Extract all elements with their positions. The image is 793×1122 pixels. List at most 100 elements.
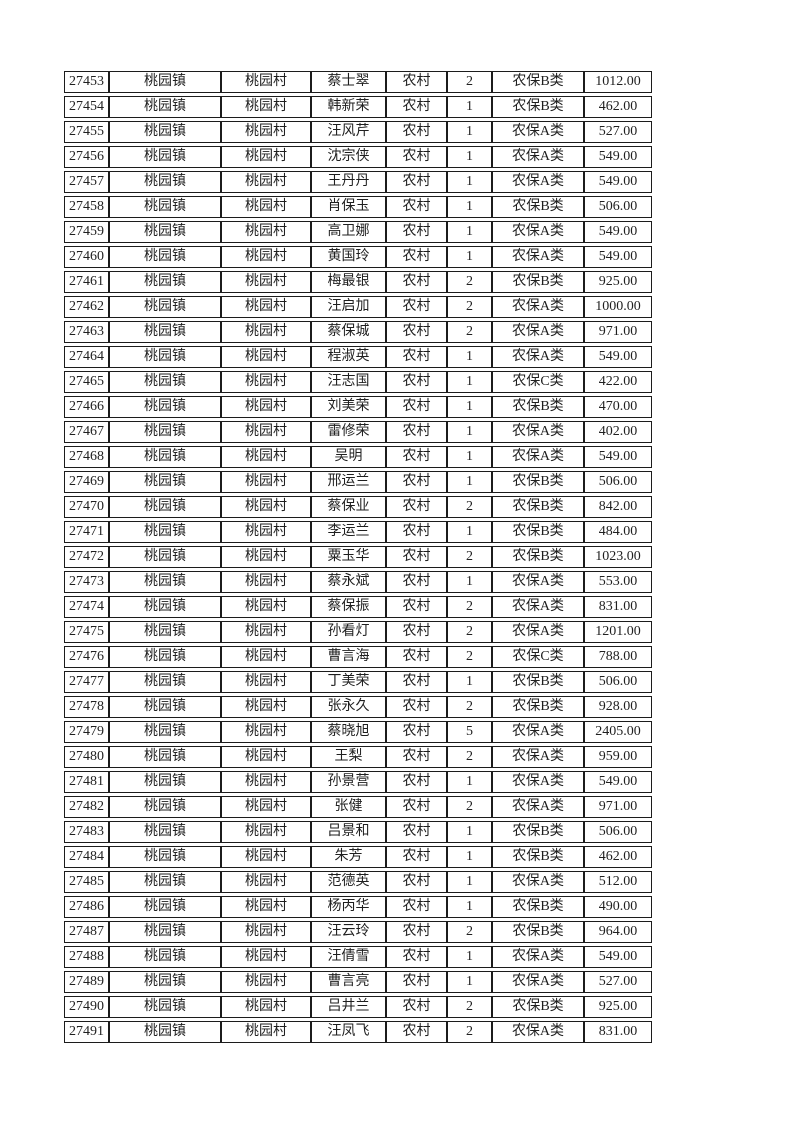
cell-village: 桃园村 <box>221 771 311 793</box>
cell-record-id: 27472 <box>64 546 109 568</box>
cell-record-id: 27480 <box>64 746 109 768</box>
cell-amount: 964.00 <box>584 921 652 943</box>
cell-record-id: 27470 <box>64 496 109 518</box>
cell-insurance-type: 农保B类 <box>492 496 584 518</box>
table-row: 27472 桃园镇 桃园村 粟玉华 农村 2 农保B类 1023.00 <box>64 546 652 568</box>
cell-amount: 549.00 <box>584 771 652 793</box>
cell-town: 桃园镇 <box>109 346 221 368</box>
cell-name: 沈宗侠 <box>311 146 386 168</box>
cell-record-id: 27485 <box>64 871 109 893</box>
cell-person-count: 2 <box>447 621 492 643</box>
table-row: 27475 桃园镇 桃园村 孙看灯 农村 2 农保A类 1201.00 <box>64 621 652 643</box>
cell-village: 桃园村 <box>221 496 311 518</box>
cell-insurance-type: 农保A类 <box>492 946 584 968</box>
cell-village: 桃园村 <box>221 996 311 1018</box>
cell-amount: 925.00 <box>584 271 652 293</box>
cell-town: 桃园镇 <box>109 796 221 818</box>
cell-insurance-type: 农保A类 <box>492 871 584 893</box>
cell-category: 农村 <box>386 971 447 993</box>
cell-village: 桃园村 <box>221 196 311 218</box>
cell-insurance-type: 农保A类 <box>492 771 584 793</box>
cell-person-count: 1 <box>447 121 492 143</box>
cell-name: 韩新荣 <box>311 96 386 118</box>
cell-record-id: 27456 <box>64 146 109 168</box>
cell-category: 农村 <box>386 471 447 493</box>
cell-person-count: 2 <box>447 596 492 618</box>
cell-village: 桃园村 <box>221 246 311 268</box>
cell-amount: 506.00 <box>584 671 652 693</box>
cell-name: 肖保玉 <box>311 196 386 218</box>
table-row: 27459 桃园镇 桃园村 高卫娜 农村 1 农保A类 549.00 <box>64 221 652 243</box>
cell-village: 桃园村 <box>221 271 311 293</box>
cell-category: 农村 <box>386 646 447 668</box>
cell-name: 雷修荣 <box>311 421 386 443</box>
cell-insurance-type: 农保B类 <box>492 96 584 118</box>
table-row: 27471 桃园镇 桃园村 李运兰 农村 1 农保B类 484.00 <box>64 521 652 543</box>
cell-record-id: 27466 <box>64 396 109 418</box>
table-row: 27463 桃园镇 桃园村 蔡保城 农村 2 农保A类 971.00 <box>64 321 652 343</box>
table-row: 27469 桃园镇 桃园村 邢运兰 农村 1 农保B类 506.00 <box>64 471 652 493</box>
cell-category: 农村 <box>386 1021 447 1043</box>
cell-insurance-type: 农保C类 <box>492 646 584 668</box>
table-row: 27474 桃园镇 桃园村 蔡保振 农村 2 农保A类 831.00 <box>64 596 652 618</box>
cell-person-count: 1 <box>447 946 492 968</box>
table-row: 27476 桃园镇 桃园村 曹言海 农村 2 农保C类 788.00 <box>64 646 652 668</box>
cell-insurance-type: 农保A类 <box>492 121 584 143</box>
table-row: 27473 桃园镇 桃园村 蔡永斌 农村 1 农保A类 553.00 <box>64 571 652 593</box>
cell-category: 农村 <box>386 621 447 643</box>
cell-record-id: 27478 <box>64 696 109 718</box>
cell-village: 桃园村 <box>221 146 311 168</box>
cell-amount: 1000.00 <box>584 296 652 318</box>
cell-record-id: 27460 <box>64 246 109 268</box>
cell-amount: 1201.00 <box>584 621 652 643</box>
table-row: 27453 桃园镇 桃园村 蔡士翠 农村 2 农保B类 1012.00 <box>64 71 652 93</box>
cell-category: 农村 <box>386 546 447 568</box>
cell-village: 桃园村 <box>221 96 311 118</box>
cell-name: 吴明 <box>311 446 386 468</box>
cell-record-id: 27473 <box>64 571 109 593</box>
cell-village: 桃园村 <box>221 846 311 868</box>
cell-town: 桃园镇 <box>109 846 221 868</box>
cell-town: 桃园镇 <box>109 596 221 618</box>
cell-name: 刘美荣 <box>311 396 386 418</box>
cell-person-count: 2 <box>447 1021 492 1043</box>
cell-insurance-type: 农保B类 <box>492 271 584 293</box>
cell-name: 程淑英 <box>311 346 386 368</box>
cell-insurance-type: 农保A类 <box>492 571 584 593</box>
cell-person-count: 1 <box>447 171 492 193</box>
cell-insurance-type: 农保B类 <box>492 846 584 868</box>
cell-person-count: 1 <box>447 221 492 243</box>
cell-category: 农村 <box>386 371 447 393</box>
cell-name: 张健 <box>311 796 386 818</box>
cell-person-count: 2 <box>447 496 492 518</box>
cell-town: 桃园镇 <box>109 996 221 1018</box>
cell-village: 桃园村 <box>221 671 311 693</box>
cell-amount: 470.00 <box>584 396 652 418</box>
cell-town: 桃园镇 <box>109 621 221 643</box>
cell-category: 农村 <box>386 996 447 1018</box>
table-row: 27454 桃园镇 桃园村 韩新荣 农村 1 农保B类 462.00 <box>64 96 652 118</box>
cell-person-count: 1 <box>447 896 492 918</box>
cell-record-id: 27463 <box>64 321 109 343</box>
cell-village: 桃园村 <box>221 896 311 918</box>
table-row: 27481 桃园镇 桃园村 孙景营 农村 1 农保A类 549.00 <box>64 771 652 793</box>
table-row: 27488 桃园镇 桃园村 汪倩雪 农村 1 农保A类 549.00 <box>64 946 652 968</box>
cell-record-id: 27483 <box>64 821 109 843</box>
table-row: 27456 桃园镇 桃园村 沈宗侠 农村 1 农保A类 549.00 <box>64 146 652 168</box>
cell-name: 汪启加 <box>311 296 386 318</box>
cell-amount: 462.00 <box>584 96 652 118</box>
cell-insurance-type: 农保A类 <box>492 346 584 368</box>
cell-record-id: 27464 <box>64 346 109 368</box>
cell-amount: 928.00 <box>584 696 652 718</box>
cell-village: 桃园村 <box>221 396 311 418</box>
cell-village: 桃园村 <box>221 1021 311 1043</box>
cell-name: 蔡保城 <box>311 321 386 343</box>
table-row: 27461 桃园镇 桃园村 梅最银 农村 2 农保B类 925.00 <box>64 271 652 293</box>
cell-category: 农村 <box>386 296 447 318</box>
cell-insurance-type: 农保A类 <box>492 621 584 643</box>
cell-record-id: 27454 <box>64 96 109 118</box>
cell-record-id: 27491 <box>64 1021 109 1043</box>
cell-insurance-type: 农保B类 <box>492 396 584 418</box>
benefits-table: 27453 桃园镇 桃园村 蔡士翠 农村 2 农保B类 1012.00 27454 桃园镇 桃园村韩… <box>64 68 652 1046</box>
cell-amount: 842.00 <box>584 496 652 518</box>
